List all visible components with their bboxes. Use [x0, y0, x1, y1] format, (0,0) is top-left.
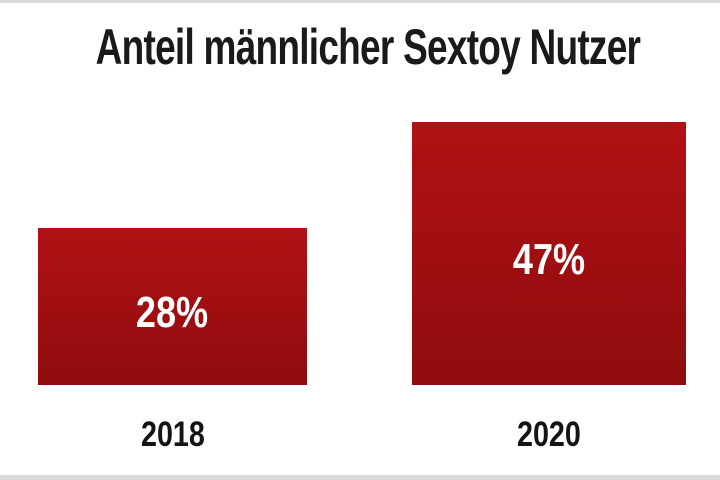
chart-title: Anteil männlicher Sextoy Nutzer [0, 18, 720, 76]
bar-2018: 28% [38, 228, 307, 385]
bar-2020: 47% [412, 122, 686, 385]
bottom-border-strip [0, 475, 720, 480]
x-axis-label-2018: 2018 [140, 415, 205, 454]
chart-title-text: Anteil männlicher Sextoy Nutzer [95, 19, 641, 75]
top-border-strip [0, 0, 720, 3]
x-axis-label-2020: 2020 [517, 415, 581, 454]
bar-value-label-2020: 47% [512, 234, 586, 284]
bar-value-label-2018: 28% [136, 287, 209, 337]
